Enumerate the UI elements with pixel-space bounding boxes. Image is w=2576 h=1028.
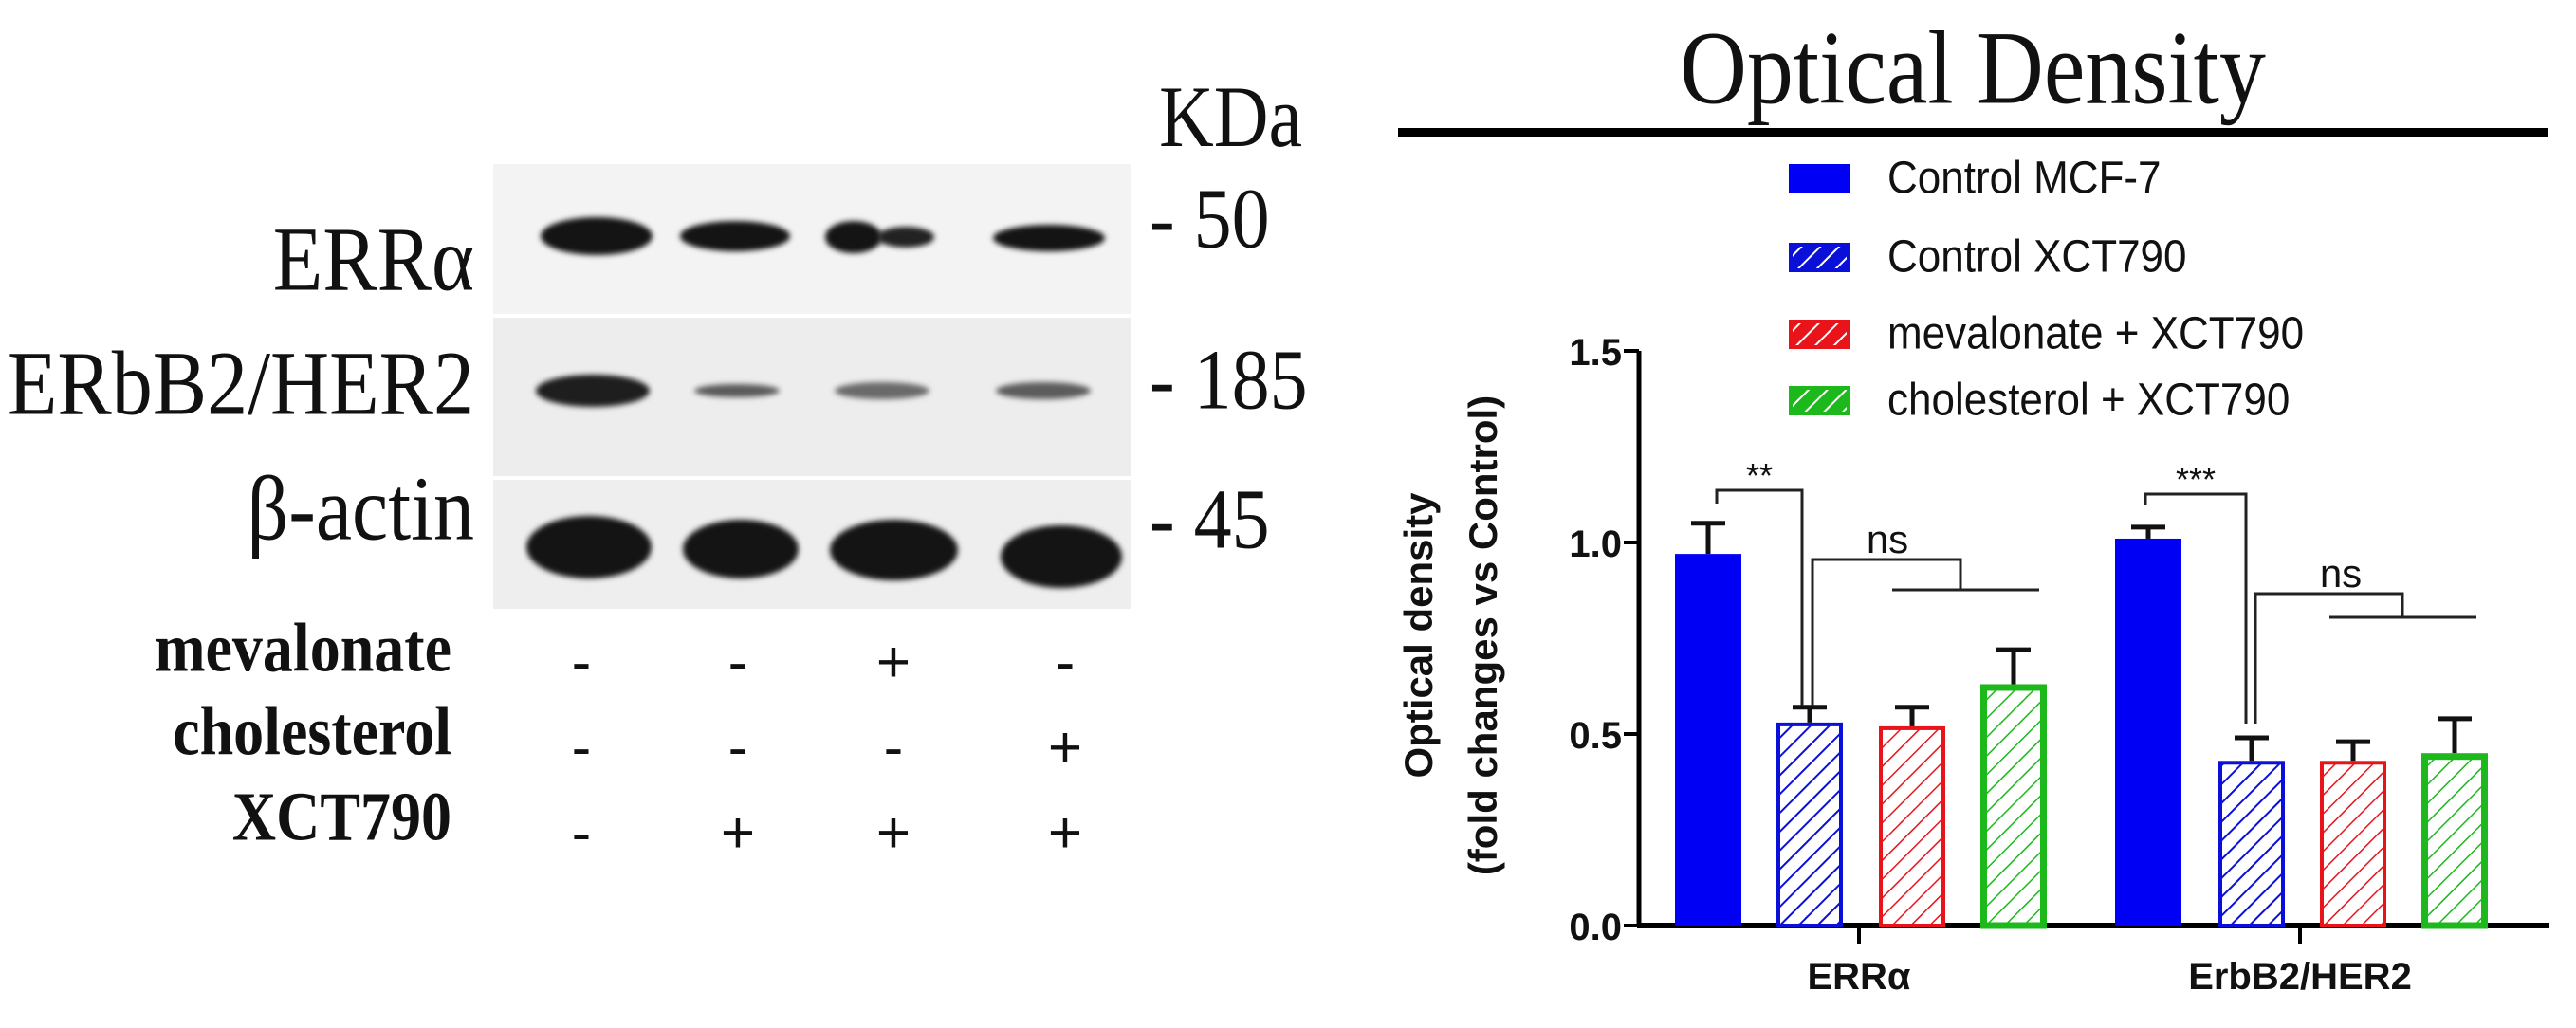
significance-label: ** [1745, 456, 1774, 495]
bar-mevalonate-xct790 [2320, 761, 2386, 928]
legend-spacer [1789, 164, 1849, 193]
treatment-sign: - [571, 715, 592, 780]
band [830, 520, 958, 580]
y-axis-label-line2: (fold changes vs Control) [1461, 395, 1505, 876]
y-tick-label: 0.5 [1569, 715, 1622, 757]
bar-control-xct790 [1776, 722, 1843, 927]
legend-label: mevalonate + XCT790 [1887, 307, 2305, 359]
treatment-label-xct790: XCT790 [231, 777, 451, 855]
band [526, 516, 652, 578]
protein-label-erbb2: ERbB2/HER2 [7, 332, 474, 434]
legend-spacer [1789, 386, 1849, 414]
blot-strip-erbb2 [493, 318, 1131, 476]
legend-item-control-mcf7: Control MCF-7 [1789, 155, 2162, 200]
legend-spacer [1789, 320, 1849, 348]
treatment-sign: + [1047, 800, 1083, 866]
treatment-sign: - [571, 800, 592, 866]
treatment-sign: - [727, 715, 748, 780]
treatment-sign: + [875, 630, 911, 695]
chart-title: Optical Density [1680, 11, 2266, 127]
band [694, 384, 780, 397]
band [1001, 525, 1122, 588]
title-divider [1398, 128, 2548, 137]
band [825, 221, 882, 253]
y-tick-label: 1.5 [1569, 332, 1622, 374]
treatment-label-mevalonate: mevalonate [155, 608, 451, 687]
bar-control-xct790 [2218, 761, 2285, 928]
legend-item-control-xct790: Control XCT790 [1789, 233, 2186, 279]
legend-swatches [1789, 164, 1850, 415]
significance-brackets [1715, 488, 2476, 724]
band [541, 217, 653, 255]
bracket-erra-control [1715, 488, 1804, 706]
blot-strip-beta-actin [493, 480, 1131, 609]
legend-item-mevalonate: mevalonate + XCT790 [1789, 310, 2304, 356]
treatment-sign: + [875, 800, 911, 866]
bar-mevalonate-xct790 [1879, 725, 1945, 927]
significance-label: ns [2319, 551, 2363, 596]
x-category-erbb2: ErbB2/HER2 [2188, 956, 2412, 998]
band [993, 225, 1105, 251]
bar-series [1675, 521, 2488, 929]
legend-swatch-mevalonate [1789, 320, 1850, 349]
treatment-sign: - [571, 630, 592, 695]
y-tick-label: 1.0 [1569, 523, 1622, 565]
treatment-sign: - [727, 630, 748, 695]
bracket-erra-ns [1811, 558, 1962, 706]
kda-header: KDa [1159, 69, 1303, 166]
treatment-sign: - [883, 715, 904, 780]
treatment-sign: + [720, 800, 756, 866]
band [683, 520, 799, 578]
legend-label: cholesterol + XCT790 [1887, 374, 2291, 426]
legend-item-cholesterol: cholesterol + XCT790 [1789, 376, 2290, 422]
bracket-erbb2-control [2144, 492, 2248, 724]
bracket-erbb2-ns [2254, 592, 2404, 724]
bar-control-mcf-7 [1675, 554, 1741, 926]
legend-label: Control XCT790 [1887, 230, 2187, 283]
significance-label: *** [2175, 460, 2217, 499]
significance-label: ns [1866, 517, 1909, 561]
band [996, 382, 1091, 399]
y-tick-label: 0.0 [1569, 907, 1622, 948]
legend-spacer [1789, 243, 1849, 271]
treatment-sign: + [1047, 715, 1083, 780]
x-category-erra: ERRα [1807, 956, 1911, 998]
band [680, 221, 790, 251]
kda-marker-45: - 45 [1150, 472, 1270, 567]
bar-control-mcf-7 [2115, 538, 2181, 926]
legend-swatch-control-xct790 [1789, 243, 1850, 272]
axes [1624, 349, 2549, 944]
protein-label-beta-actin: β-actin [247, 457, 474, 560]
kda-marker-50: - 50 [1150, 172, 1270, 266]
bar-cholesterol-xct790 [1980, 684, 2047, 929]
y-axis-label-line1: Optical density [1396, 492, 1441, 779]
legend-label: Control MCF-7 [1887, 152, 2162, 204]
band [536, 375, 650, 407]
legend-swatch-cholesterol [1789, 386, 1850, 415]
legend-swatch-control-mcf7 [1789, 164, 1850, 193]
bar-cholesterol-xct790 [2421, 753, 2488, 929]
protein-label-erra: ERRα [272, 208, 474, 310]
kda-marker-185: - 185 [1150, 333, 1308, 428]
band [877, 227, 934, 248]
treatment-label-cholesterol: cholesterol [173, 691, 451, 770]
band [835, 382, 929, 399]
blot-strip-erra [493, 164, 1131, 314]
treatment-sign: - [1055, 630, 1076, 695]
